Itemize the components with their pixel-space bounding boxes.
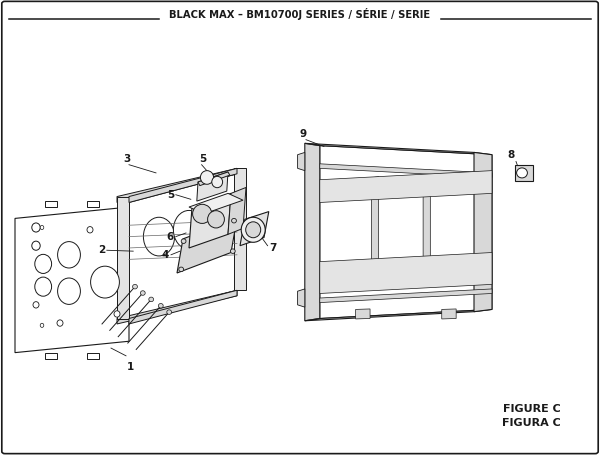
- Ellipse shape: [181, 239, 186, 243]
- Text: 8: 8: [508, 150, 515, 160]
- Polygon shape: [320, 289, 492, 303]
- Polygon shape: [474, 152, 492, 312]
- Ellipse shape: [33, 302, 39, 308]
- Text: BLACK MAX – BM10700J SERIES / SÉRIE / SERIE: BLACK MAX – BM10700J SERIES / SÉRIE / SE…: [169, 9, 431, 20]
- Ellipse shape: [212, 176, 223, 187]
- Polygon shape: [177, 218, 237, 273]
- Ellipse shape: [200, 171, 214, 184]
- Ellipse shape: [32, 223, 40, 232]
- Text: 7: 7: [269, 243, 276, 253]
- Ellipse shape: [58, 278, 80, 304]
- Ellipse shape: [91, 266, 119, 298]
- Polygon shape: [45, 201, 57, 207]
- Ellipse shape: [114, 311, 120, 317]
- Polygon shape: [240, 212, 269, 246]
- Polygon shape: [87, 201, 99, 207]
- Ellipse shape: [58, 242, 80, 268]
- Polygon shape: [298, 152, 305, 171]
- Polygon shape: [305, 143, 492, 155]
- Ellipse shape: [87, 227, 93, 233]
- Ellipse shape: [40, 225, 44, 229]
- Ellipse shape: [193, 204, 212, 223]
- Text: 5: 5: [199, 154, 206, 164]
- Text: 4: 4: [162, 250, 169, 260]
- Polygon shape: [117, 197, 129, 318]
- Polygon shape: [117, 290, 237, 324]
- Text: 3: 3: [123, 154, 130, 164]
- Text: 6: 6: [167, 232, 174, 242]
- Polygon shape: [15, 207, 129, 353]
- Text: 2: 2: [98, 245, 105, 255]
- Ellipse shape: [57, 320, 63, 326]
- Polygon shape: [442, 309, 456, 319]
- Ellipse shape: [140, 291, 145, 295]
- Polygon shape: [298, 289, 305, 307]
- Text: FIGURE C: FIGURE C: [503, 404, 561, 414]
- Ellipse shape: [32, 241, 40, 250]
- Polygon shape: [515, 165, 533, 181]
- Polygon shape: [189, 193, 231, 248]
- Polygon shape: [320, 146, 492, 318]
- Polygon shape: [228, 187, 246, 234]
- Text: 1: 1: [127, 362, 134, 372]
- Polygon shape: [356, 309, 370, 319]
- Polygon shape: [198, 172, 230, 186]
- Ellipse shape: [133, 284, 137, 289]
- Polygon shape: [305, 143, 320, 321]
- Polygon shape: [423, 176, 430, 286]
- Ellipse shape: [202, 204, 230, 240]
- Polygon shape: [320, 164, 492, 177]
- Ellipse shape: [149, 297, 154, 302]
- Ellipse shape: [40, 323, 44, 328]
- Polygon shape: [189, 193, 243, 214]
- Polygon shape: [371, 177, 379, 286]
- Ellipse shape: [35, 254, 52, 273]
- Text: 5: 5: [167, 190, 174, 200]
- Ellipse shape: [158, 303, 163, 308]
- Ellipse shape: [232, 218, 236, 223]
- Ellipse shape: [246, 222, 260, 238]
- Ellipse shape: [167, 310, 172, 314]
- Ellipse shape: [179, 267, 184, 272]
- Polygon shape: [45, 353, 57, 359]
- Polygon shape: [129, 174, 237, 318]
- Polygon shape: [320, 253, 492, 293]
- Ellipse shape: [35, 277, 52, 296]
- Polygon shape: [197, 172, 228, 201]
- Polygon shape: [234, 168, 246, 290]
- Polygon shape: [129, 168, 237, 202]
- Text: FIGURA C: FIGURA C: [502, 418, 561, 428]
- Polygon shape: [117, 168, 237, 202]
- Ellipse shape: [517, 168, 527, 178]
- Polygon shape: [87, 353, 99, 359]
- Polygon shape: [305, 309, 492, 321]
- Polygon shape: [320, 171, 492, 202]
- Polygon shape: [129, 290, 237, 324]
- Ellipse shape: [173, 210, 205, 249]
- Ellipse shape: [241, 217, 265, 242]
- Ellipse shape: [208, 211, 224, 228]
- Text: 9: 9: [300, 129, 307, 139]
- Ellipse shape: [143, 217, 175, 256]
- Ellipse shape: [230, 249, 235, 253]
